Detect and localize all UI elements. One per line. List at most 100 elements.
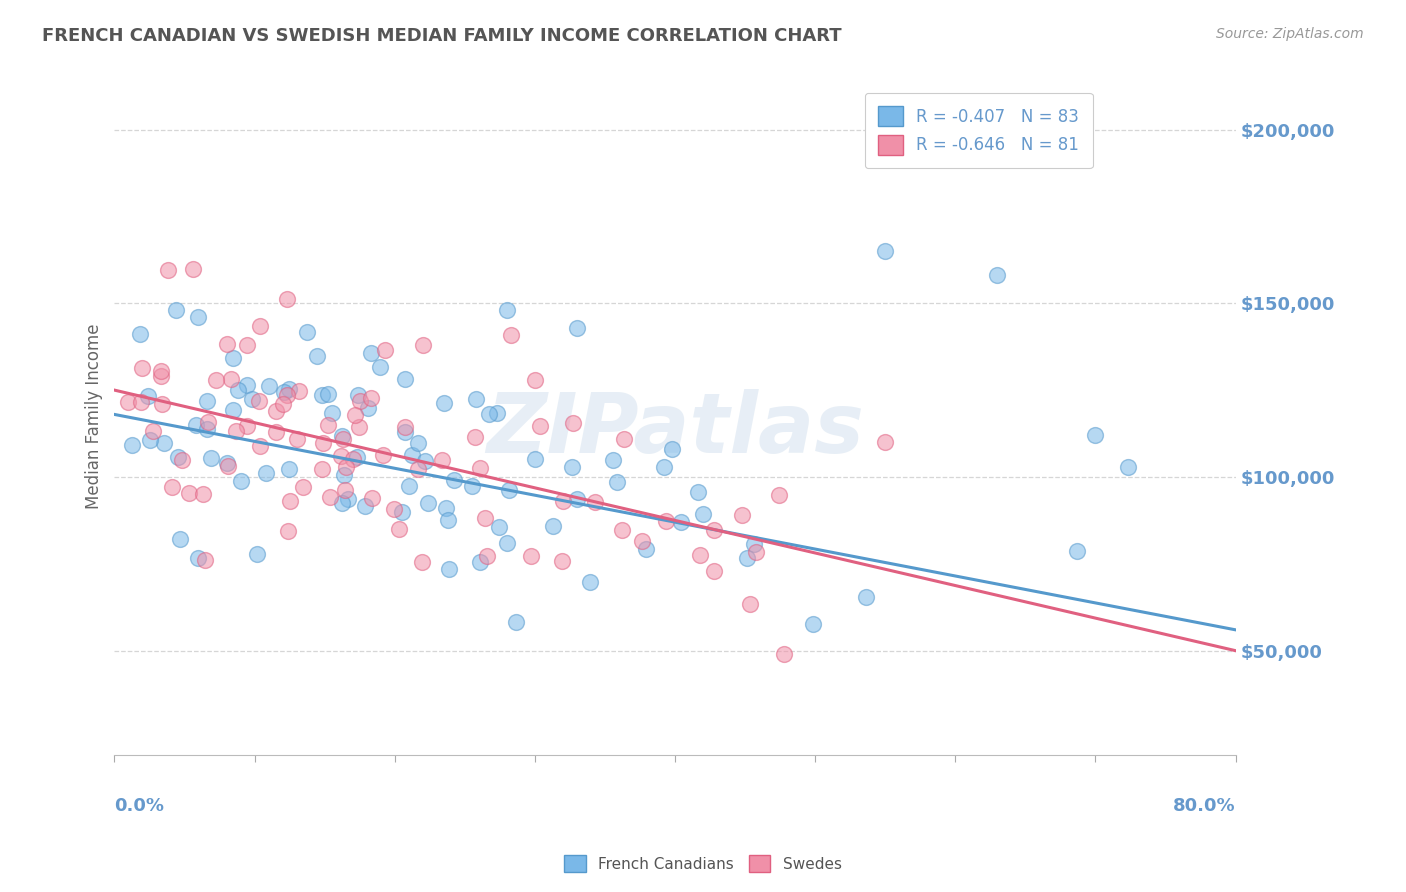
Point	[437, 562, 460, 576]
Point	[149, 364, 172, 378]
Point	[1066, 544, 1088, 558]
Point	[264, 404, 287, 418]
Point	[361, 491, 384, 506]
Point	[406, 436, 429, 450]
Point	[169, 532, 191, 546]
Point	[468, 555, 491, 569]
Point	[194, 553, 217, 567]
Point	[160, 480, 183, 494]
Point	[553, 493, 575, 508]
Point	[382, 502, 405, 516]
Point	[166, 450, 188, 464]
Point	[277, 462, 299, 476]
Point	[742, 537, 765, 551]
Point	[247, 393, 270, 408]
Point	[297, 325, 319, 339]
Point	[330, 450, 353, 464]
Point	[271, 397, 294, 411]
Text: 80.0%: 80.0%	[1173, 797, 1236, 814]
Point	[333, 483, 356, 498]
Point	[768, 488, 790, 502]
Point	[273, 385, 295, 400]
Point	[311, 462, 333, 476]
Point	[344, 408, 367, 422]
Point	[655, 514, 678, 528]
Point	[686, 485, 709, 500]
Point	[689, 549, 711, 563]
Point	[117, 394, 139, 409]
Point	[875, 244, 897, 259]
Point	[634, 542, 657, 557]
Point	[434, 500, 457, 515]
Point	[406, 462, 429, 476]
Point	[669, 516, 692, 530]
Point	[486, 406, 509, 420]
Point	[332, 432, 354, 446]
Point	[1084, 428, 1107, 442]
Point	[236, 419, 259, 434]
Point	[613, 432, 636, 446]
Point	[360, 391, 382, 405]
Point	[346, 450, 368, 464]
Point	[394, 420, 416, 434]
Point	[464, 430, 486, 444]
Point	[394, 425, 416, 439]
Point	[803, 616, 825, 631]
Point	[150, 396, 173, 410]
Point	[150, 369, 173, 384]
Point	[443, 473, 465, 487]
Text: ZIPatlas: ZIPatlas	[486, 389, 863, 470]
Point	[468, 460, 491, 475]
Point	[772, 648, 794, 662]
Point	[606, 475, 628, 490]
Point	[416, 495, 439, 509]
Point	[236, 377, 259, 392]
Point	[191, 487, 214, 501]
Y-axis label: Median Family Income: Median Family Income	[86, 324, 103, 509]
Point	[129, 395, 152, 409]
Point	[278, 494, 301, 508]
Point	[249, 318, 271, 333]
Point	[330, 495, 353, 509]
Point	[254, 466, 277, 480]
Point	[529, 418, 551, 433]
Point	[353, 500, 375, 514]
Point	[225, 424, 247, 438]
Point	[498, 483, 520, 498]
Point	[745, 545, 768, 559]
Legend: R = -0.407   N = 83, R = -0.646   N = 81: R = -0.407 N = 83, R = -0.646 N = 81	[865, 93, 1092, 169]
Point	[316, 387, 339, 401]
Point	[661, 442, 683, 456]
Point	[215, 456, 238, 470]
Point	[131, 360, 153, 375]
Point	[276, 292, 298, 306]
Point	[541, 519, 564, 533]
Point	[319, 491, 342, 505]
Point	[121, 438, 143, 452]
Point	[342, 452, 364, 467]
Point	[488, 520, 510, 534]
Point	[475, 549, 498, 563]
Point	[240, 392, 263, 407]
Point	[731, 508, 754, 522]
Point	[335, 459, 357, 474]
Point	[156, 263, 179, 277]
Point	[561, 460, 583, 475]
Point	[565, 320, 588, 334]
Point	[292, 480, 315, 494]
Point	[187, 310, 209, 324]
Point	[142, 424, 165, 438]
Point	[277, 382, 299, 396]
Point	[179, 486, 201, 500]
Point	[461, 479, 484, 493]
Point	[652, 459, 675, 474]
Point	[200, 451, 222, 466]
Point	[374, 343, 396, 357]
Point	[411, 555, 433, 569]
Point	[165, 302, 187, 317]
Point	[205, 373, 228, 387]
Point	[401, 448, 423, 462]
Point	[215, 337, 238, 351]
Point	[398, 479, 420, 493]
Point	[875, 435, 897, 450]
